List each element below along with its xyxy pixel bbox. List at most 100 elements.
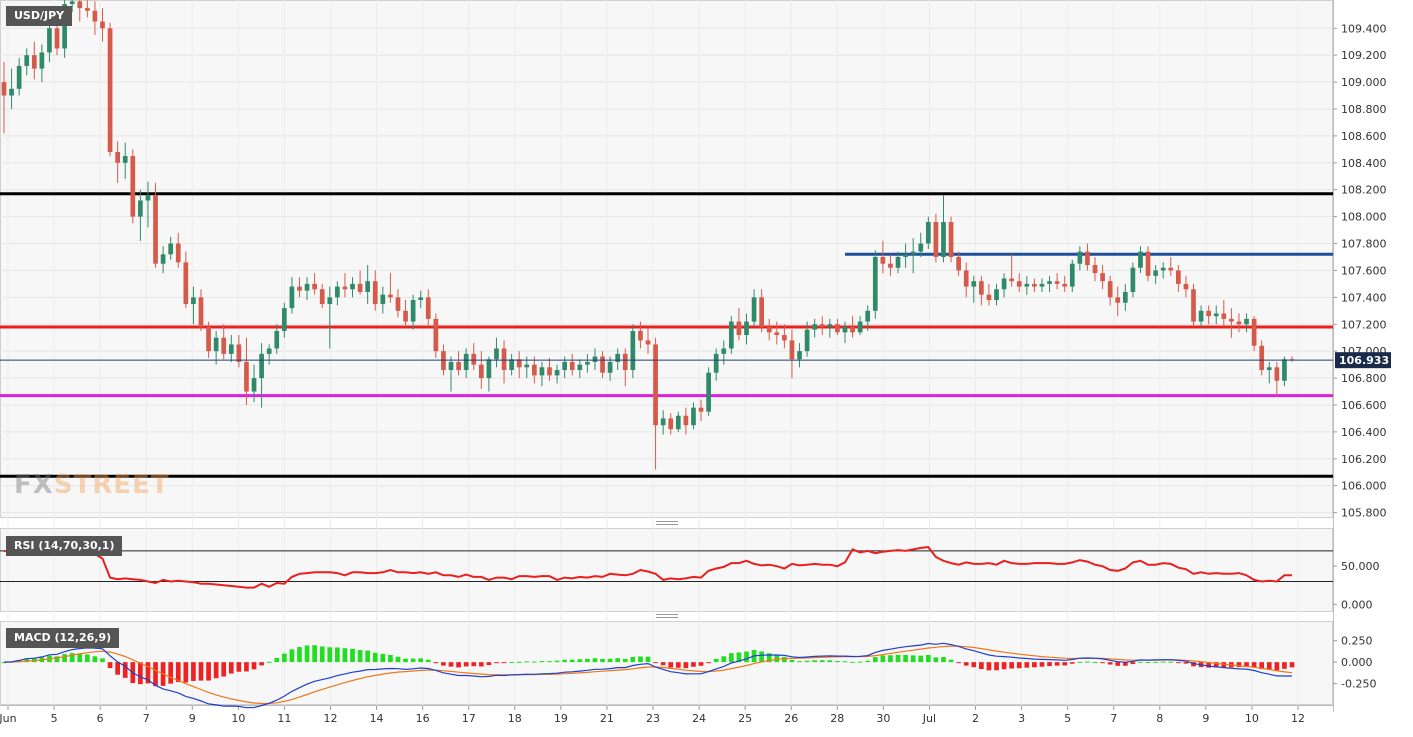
candle-body (713, 353, 719, 373)
candle-body (1266, 367, 1272, 370)
price-tick-label: 108.800 (1341, 103, 1387, 116)
macd-histogram-bar (304, 645, 310, 663)
macd-histogram-bar (471, 662, 477, 667)
candle-body (577, 364, 583, 370)
candle-body (994, 289, 999, 301)
candle-body (501, 348, 507, 370)
macd-histogram-bar (706, 662, 711, 664)
macd-histogram-bar (1062, 662, 1068, 666)
candle-body (100, 21, 105, 29)
x-tick-label: 30 (876, 712, 890, 725)
last-price-label: 106.933 (1339, 354, 1389, 367)
macd-histogram-bar (744, 651, 749, 663)
candle-body (524, 364, 530, 368)
macd-histogram-bar (463, 662, 469, 667)
candle-body (54, 28, 60, 49)
macd-histogram-bar (607, 658, 613, 663)
x-tick-label: 7 (143, 712, 150, 725)
candle-body (1069, 263, 1075, 287)
macd-histogram-bar (622, 658, 628, 663)
last-price-box (1335, 352, 1391, 369)
candle-body (933, 222, 939, 257)
x-tick-label: 23 (646, 712, 660, 725)
candle-body (857, 321, 863, 333)
candle-body (766, 326, 772, 333)
candle-body (971, 281, 977, 287)
macd-histogram-bar (236, 662, 242, 672)
candle-body (1077, 251, 1083, 264)
macd-histogram-bar (683, 662, 689, 669)
candle-body (198, 297, 204, 327)
macd-histogram-bar (766, 653, 772, 663)
macd-histogram-bar (819, 660, 825, 663)
candle-body (168, 243, 174, 255)
candle-body (516, 359, 522, 368)
candle-body (1145, 251, 1151, 276)
macd-histogram-bar (357, 650, 363, 663)
price-tick-label: 107.800 (1341, 238, 1387, 251)
candle-body (1054, 281, 1060, 284)
macd-histogram-bar (728, 653, 734, 663)
macd-histogram-bar (789, 659, 795, 663)
candle-body (266, 348, 272, 354)
candle-body (986, 294, 992, 301)
macd-histogram-bar (1069, 662, 1075, 664)
macd-histogram-bar (77, 653, 83, 663)
macd-histogram-bar (842, 661, 848, 663)
candle-body (751, 297, 757, 322)
macd-histogram-bar (153, 662, 158, 687)
macd-histogram-bar (645, 656, 651, 663)
candle-body (107, 28, 113, 153)
candle-body (925, 222, 931, 244)
macd-histogram-bar (888, 655, 893, 663)
panel-resize-handle-rsi[interactable] (0, 520, 1333, 526)
x-tick-label: 2 (972, 712, 979, 725)
candle-body (812, 324, 818, 330)
macd-histogram-bar (585, 658, 590, 663)
macd-histogram-bar (221, 662, 227, 677)
candle-body (630, 330, 636, 370)
candle-body (236, 344, 242, 362)
candle-body (1236, 321, 1242, 325)
macd-histogram-bar (532, 661, 537, 663)
macd-histogram-bar (1001, 662, 1007, 670)
candle-body (782, 335, 787, 341)
candle-body (592, 356, 598, 362)
candle-body (1085, 251, 1090, 266)
macd-histogram-bar (880, 655, 886, 663)
macd-histogram-bar (175, 662, 181, 683)
candle-body (206, 326, 211, 352)
macd-histogram-bar (1251, 662, 1257, 668)
macd-histogram-bar (418, 658, 424, 663)
macd-histogram-bar (1100, 662, 1105, 664)
macd-histogram-bar (100, 658, 105, 663)
x-tick-label: 8 (1156, 712, 1163, 725)
macd-histogram-bar (441, 662, 446, 666)
candle-body (16, 65, 22, 89)
candle-body (24, 55, 30, 66)
macd-histogram-bar (494, 662, 499, 664)
x-tick-label: 28 (830, 712, 844, 725)
panel-resize-handle-macd[interactable] (0, 613, 1333, 619)
macd-histogram-bar (16, 659, 22, 663)
candle-body (372, 281, 378, 305)
macd-histogram-bar (569, 659, 575, 663)
candle-body (744, 321, 749, 336)
candle-body (918, 243, 924, 252)
macd-histogram-bar (372, 652, 378, 663)
candle-body (388, 294, 393, 298)
candle-body (683, 415, 689, 426)
macd-histogram-bar (865, 660, 871, 663)
candle-body (691, 407, 696, 426)
macd-histogram-bar (827, 660, 833, 663)
candle-body (827, 324, 833, 327)
candle-body (289, 286, 295, 309)
candle-body (653, 344, 658, 426)
candle-body (668, 418, 674, 430)
x-tick-label: 5 (1064, 712, 1071, 725)
price-tick-label: 108.200 (1341, 184, 1387, 197)
panel-background (0, 0, 1333, 518)
candle-body (607, 361, 613, 373)
